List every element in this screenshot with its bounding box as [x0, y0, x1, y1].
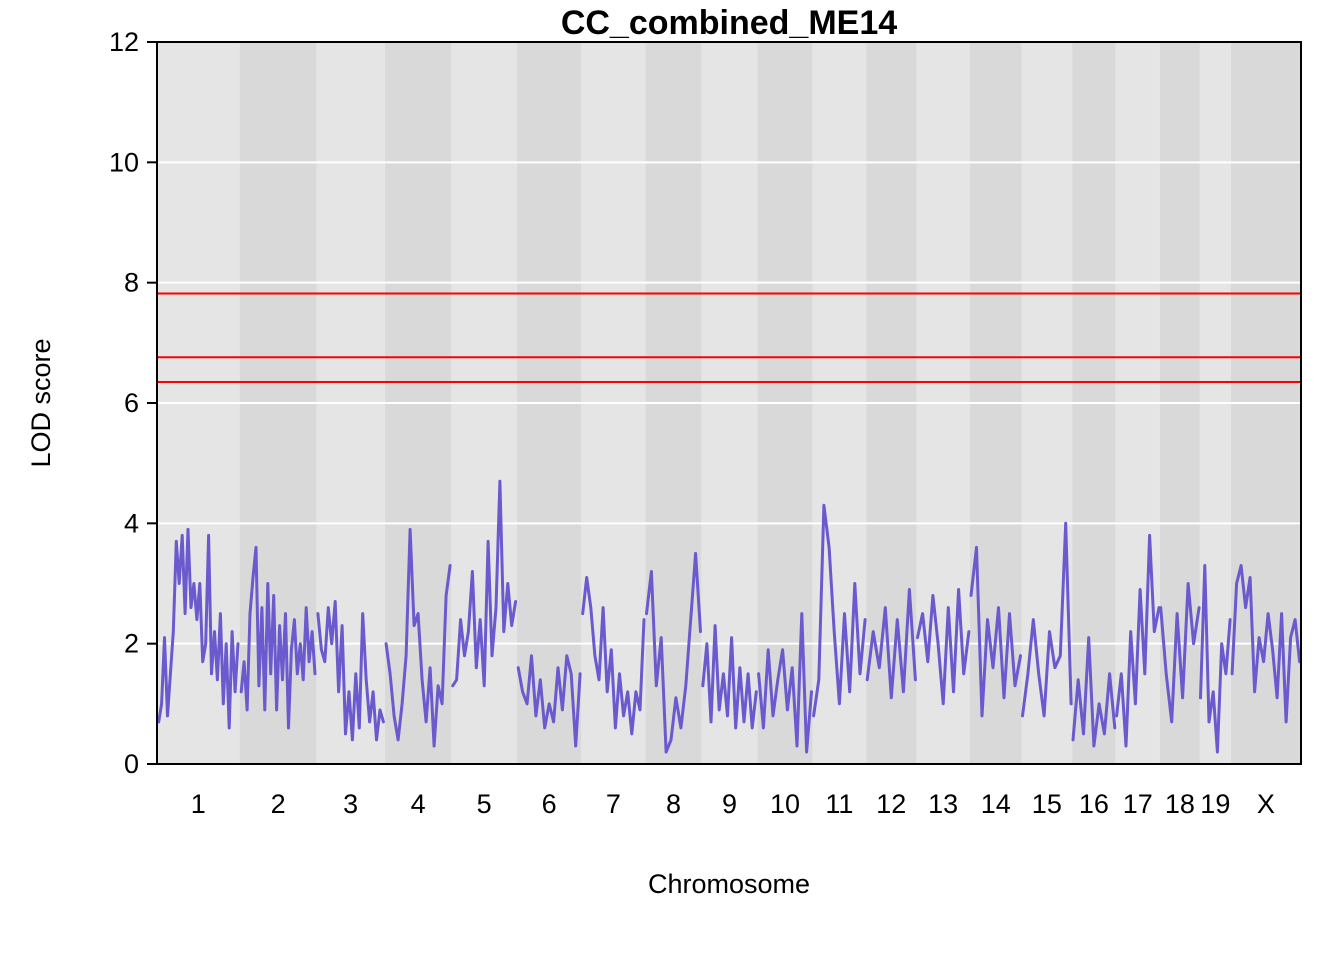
lod-line-chr-7: [581, 576, 646, 736]
y-tick-label-0: 0: [124, 749, 139, 779]
x-tick-label-chr-19: 19: [1200, 789, 1230, 819]
lod-line-chr-16: [1071, 636, 1117, 748]
lod-line-chr-2: [239, 545, 317, 730]
y-axis-label: LOD score: [26, 338, 56, 467]
y-tick-label-6: 6: [124, 388, 139, 418]
x-tick-label-chr-18: 18: [1165, 789, 1195, 819]
x-tick-label-chr-2: 2: [271, 789, 286, 819]
lod-line-chr-18: [1159, 582, 1201, 724]
x-tick-label-chr-13: 13: [928, 789, 958, 819]
x-tick-label-chr-9: 9: [722, 789, 737, 819]
lod-line-chr-12: [865, 588, 917, 700]
y-axis: 0 2 4 6 8 10 12: [109, 27, 157, 779]
y-tick-label-4: 4: [124, 508, 139, 538]
x-tick-label-chr-8: 8: [666, 789, 681, 819]
significance-thresholds: [157, 292, 1301, 383]
chart-title: CC_combined_ME14: [561, 4, 897, 42]
lod-line-chr-13: [916, 588, 971, 706]
gridlines: [157, 161, 1301, 645]
x-tick-label-chr-1: 1: [191, 789, 206, 819]
x-tick-label-chr-11: 11: [825, 789, 853, 819]
x-tick-label-chr-3: 3: [343, 789, 358, 819]
lod-line-chr-1: [157, 527, 240, 730]
x-tick-label-chr-4: 4: [411, 789, 426, 819]
lod-line-chr-19: [1199, 564, 1232, 754]
lod-line-chr-11: [812, 503, 867, 718]
lod-line-chr-15: [1021, 521, 1073, 718]
lod-line-chr-4: [384, 527, 452, 748]
x-tick-label-chr-15: 15: [1032, 789, 1062, 819]
x-tick-label-chr-X: X: [1257, 789, 1275, 819]
x-tick-label-chr-12: 12: [876, 789, 906, 819]
lod-line-chr-X: [1230, 564, 1302, 724]
x-tick-label-chr-5: 5: [477, 789, 492, 819]
lod-line-chr-10: [757, 612, 813, 754]
x-axis-chromosome-labels: 1 2 3 4 5 6 7 8 9 10 11 12 13 14 15 16 17 18 19 X: [191, 789, 1275, 819]
x-tick-label-chr-6: 6: [542, 789, 557, 819]
lod-line-chr-14: [969, 545, 1022, 718]
lod-line-chr-6: [516, 654, 582, 748]
x-tick-label-chr-10: 10: [770, 789, 800, 819]
lod-line-chr-5: [451, 479, 518, 688]
y-tick-label-10: 10: [109, 147, 139, 177]
lod-curve: [157, 479, 1302, 754]
lod-line-chr-9: [701, 624, 758, 730]
x-tick-label-chr-16: 16: [1079, 789, 1109, 819]
x-axis-label: Chromosome: [648, 869, 810, 899]
lod-line-chr-8: [645, 551, 702, 754]
lod-line-chr-3: [316, 600, 385, 742]
lod-line-chr-17: [1115, 533, 1161, 748]
y-tick-label-12: 12: [109, 27, 139, 57]
y-tick-label-2: 2: [124, 629, 139, 659]
x-tick-label-chr-14: 14: [981, 789, 1011, 819]
y-tick-label-8: 8: [124, 268, 139, 298]
x-tick-label-chr-7: 7: [606, 789, 621, 819]
x-tick-label-chr-17: 17: [1123, 789, 1153, 819]
